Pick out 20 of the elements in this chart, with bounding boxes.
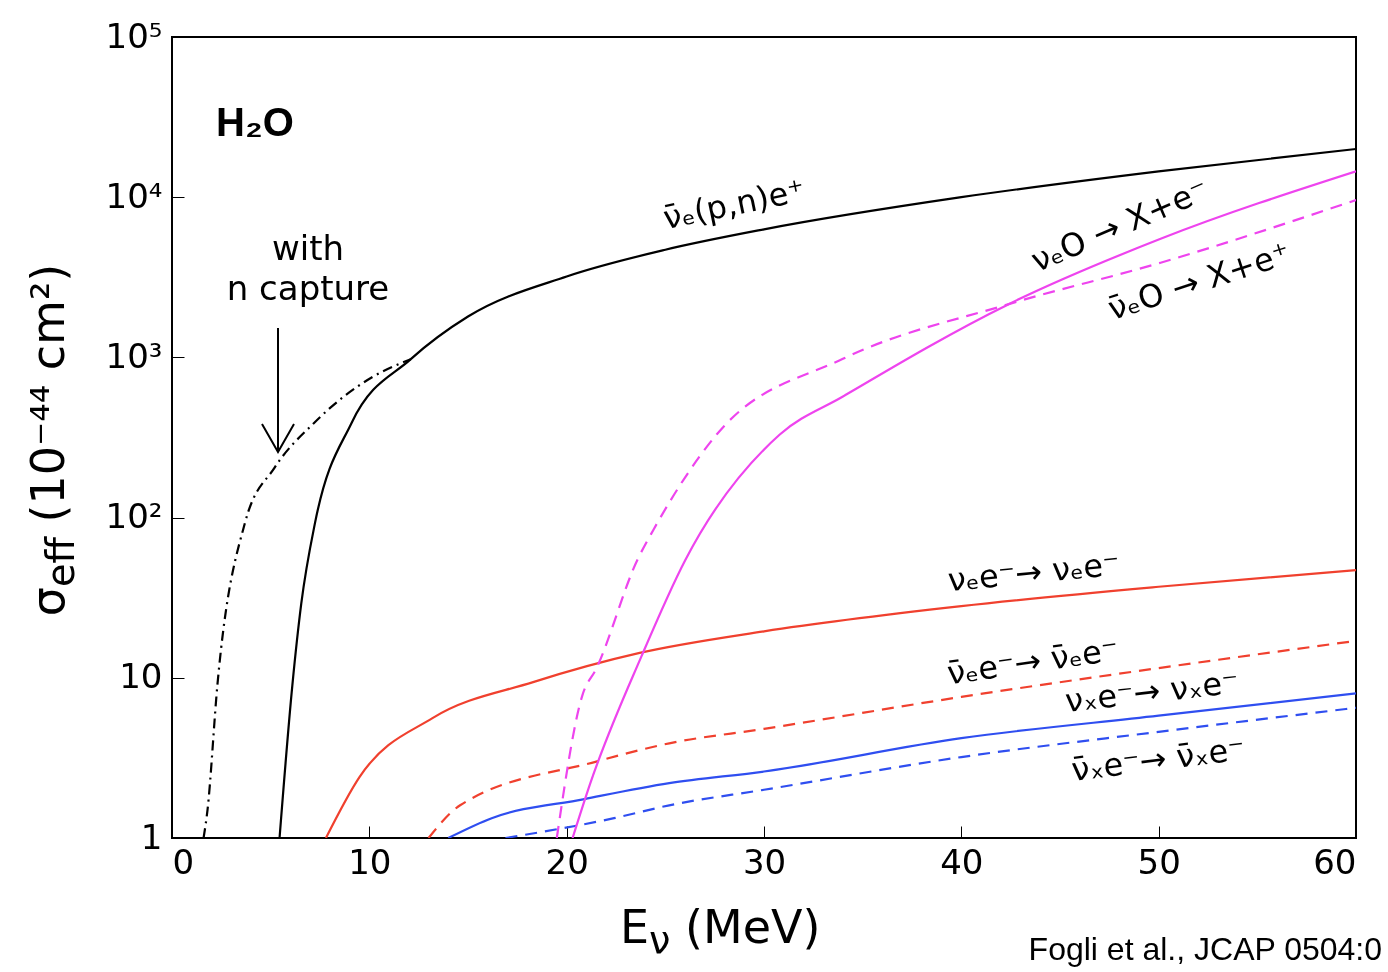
y-tick-label: 10⁵ xyxy=(105,15,163,56)
text: Fogli et al., JCAP 0504:0 xyxy=(1028,931,1382,968)
text: H₂O xyxy=(216,100,294,145)
x-tick-label: 60 xyxy=(1313,841,1357,882)
y-tick-label: 1 xyxy=(140,816,163,857)
x-tick-label: 20 xyxy=(545,841,589,882)
y-tick-label: 10 xyxy=(119,656,163,697)
x-tick-label: 30 xyxy=(742,841,787,882)
text: ν̄ₑ(p,n)e⁺ xyxy=(659,170,809,238)
x-tick-label: 0 xyxy=(172,841,195,882)
text: ν̄ₓe⁻→ ν̄ₓe⁻ xyxy=(1069,729,1247,789)
annotation: with n capture xyxy=(226,228,390,308)
text: νₑe⁻→ νₑe⁻ xyxy=(945,544,1122,600)
y-tick-label: 10³ xyxy=(105,335,163,376)
y-tick-label: 10² xyxy=(105,496,163,537)
x-tick-label: 10 xyxy=(348,841,392,882)
x-tick-label: 50 xyxy=(1137,841,1181,882)
x-axis-title: E$_{ν}$ (MeV) xyxy=(620,900,821,963)
y-tick-label: 10⁴ xyxy=(105,175,163,216)
x-tick-label: 40 xyxy=(940,841,984,882)
